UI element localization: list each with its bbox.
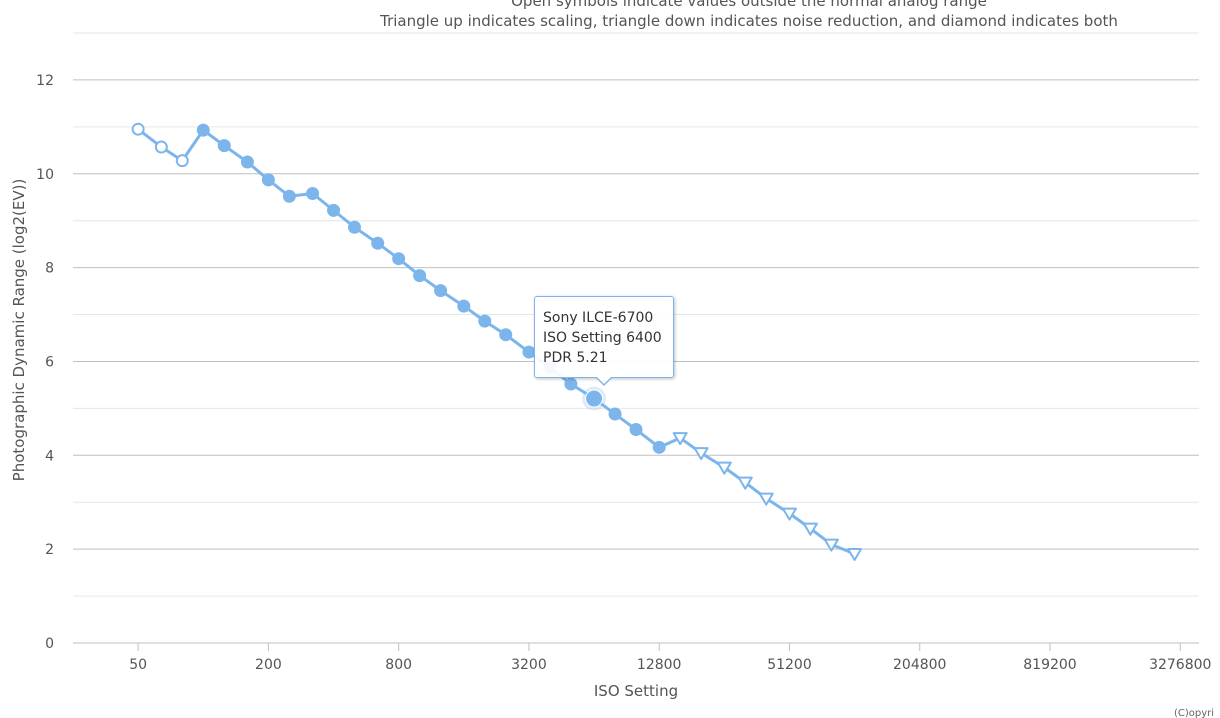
data-point[interactable] <box>629 423 643 436</box>
tooltip-pointer-fill <box>596 376 612 384</box>
data-point[interactable] <box>652 440 666 454</box>
data-point-triangle-down[interactable] <box>672 432 688 446</box>
data-point[interactable] <box>282 189 296 203</box>
series-sony-ilce-6700 <box>131 122 863 562</box>
data-point-triangle-down[interactable] <box>693 447 709 461</box>
data-point[interactable] <box>608 407 622 421</box>
data-point-open-circle[interactable] <box>175 154 189 168</box>
credit-text[interactable]: (C)opyri <box>1174 708 1214 718</box>
x-tick-label: 200 <box>255 657 282 673</box>
data-point[interactable] <box>392 252 406 266</box>
data-point[interactable] <box>261 173 275 187</box>
data-point-triangle-down[interactable] <box>847 547 863 562</box>
x-tick-label: 3276800 <box>1149 657 1211 673</box>
x-tick-label: 3200 <box>511 657 547 673</box>
data-point[interactable] <box>434 284 448 298</box>
data-point[interactable] <box>348 220 361 234</box>
tooltip-series-name: Sony ILCE-6700 <box>543 310 654 326</box>
y-axis: 0 2 4 6 8 10 12 <box>36 73 54 652</box>
data-point-triangle-down[interactable] <box>781 507 797 521</box>
y-tick-label: 6 <box>45 354 54 370</box>
y-tick-label: 2 <box>45 542 54 558</box>
data-point-triangle-down[interactable] <box>737 476 753 490</box>
x-axis: 50 200 800 3200 12800 51200 204800 819200 327680… <box>129 643 1211 673</box>
data-point[interactable] <box>306 186 320 200</box>
chart-subtitle: Open symbols indicate values outside the… <box>379 0 1118 30</box>
y-tick-label: 4 <box>45 448 54 464</box>
tooltip-pdr-value: PDR 5.21 <box>543 350 608 366</box>
data-point-triangle-down[interactable] <box>823 538 839 552</box>
data-point[interactable] <box>371 236 385 250</box>
x-axis-title: ISO Setting <box>594 682 678 700</box>
x-tick-label: 800 <box>385 657 412 673</box>
y-tick-label: 12 <box>36 73 54 89</box>
data-point[interactable] <box>413 269 427 283</box>
x-tick-label: 12800 <box>637 657 682 673</box>
data-point[interactable] <box>217 139 231 153</box>
x-tick-label: 204800 <box>893 657 946 673</box>
tooltip-iso-value: ISO Setting 6400 <box>543 330 662 346</box>
data-point-triangle-down[interactable] <box>716 461 732 475</box>
data-point[interactable] <box>499 328 513 342</box>
series-line <box>137 128 856 556</box>
data-point-open-circle[interactable] <box>154 140 168 154</box>
data-point[interactable] <box>564 377 578 391</box>
data-point[interactable] <box>457 299 471 313</box>
data-tooltip: Sony ILCE-6700 ISO Setting 6400 PDR 5.21 <box>534 296 674 386</box>
data-point[interactable] <box>240 155 254 169</box>
data-point-open-circle[interactable] <box>131 122 145 136</box>
y-tick-label: 10 <box>36 167 54 183</box>
data-point[interactable] <box>327 203 341 217</box>
y-tick-label: 8 <box>45 261 54 277</box>
data-point-highlighted[interactable] <box>585 389 604 408</box>
data-point[interactable] <box>196 123 210 137</box>
x-tick-label: 50 <box>129 657 147 673</box>
data-point-triangle-down[interactable] <box>802 522 818 536</box>
data-point-triangle-down[interactable] <box>758 492 774 506</box>
subtitle-line-1: Open symbols indicate values outside the… <box>511 0 987 10</box>
y-axis-title: Photographic Dynamic Range (log2(EV)) <box>10 179 28 482</box>
y-tick-label: 0 <box>45 636 54 652</box>
x-tick-label: 51200 <box>767 657 812 673</box>
x-tick-label: 819200 <box>1023 657 1076 673</box>
data-point[interactable] <box>522 345 536 359</box>
subtitle-line-2: Triangle up indicates scaling, triangle … <box>379 12 1118 30</box>
data-point[interactable] <box>478 314 492 328</box>
